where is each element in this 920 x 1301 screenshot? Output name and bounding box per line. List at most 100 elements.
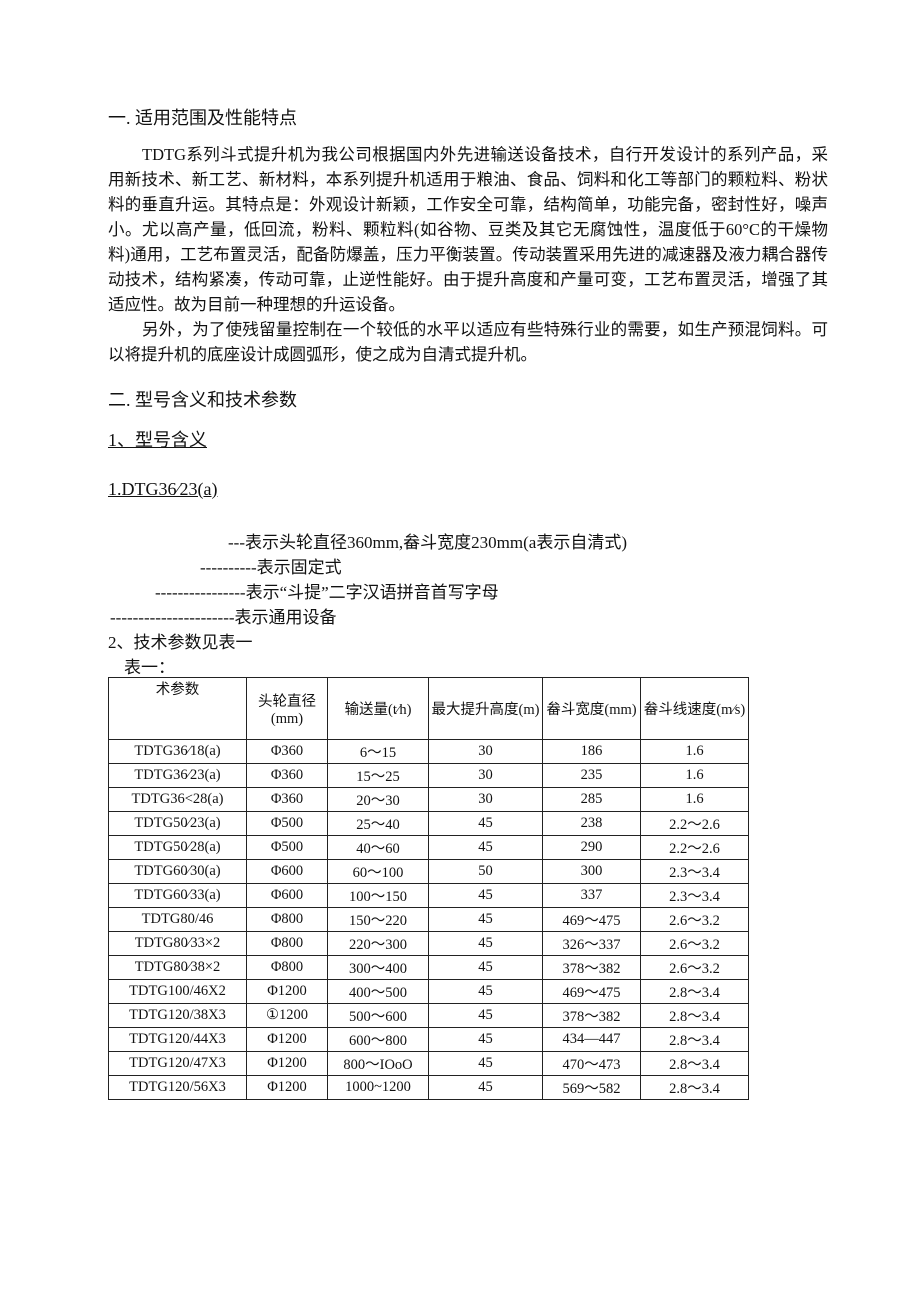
column-header: 畚斗宽度(mm) — [542, 677, 641, 740]
table-cell: TDTG80⁄33×2 — [108, 931, 247, 956]
table-cell: 800～IOoO — [327, 1051, 429, 1076]
column-header: 输送量(t⁄h) — [327, 677, 429, 740]
table-cell: 1.6 — [640, 763, 749, 788]
table-cell: 45 — [428, 1051, 543, 1076]
table-cell: 30 — [428, 787, 543, 812]
table-cell: 285 — [542, 787, 641, 812]
table-cell: 2.3～3.4 — [640, 883, 749, 908]
table-cell: Φ800 — [246, 931, 328, 956]
table-cell: 300～400 — [327, 955, 429, 980]
table-cell: 569～582 — [542, 1075, 641, 1100]
table-cell: 186 — [542, 739, 641, 764]
table-row: TDTG120/56X3 Φ1200 1000~1200 45 569～582 2.8～3… — [108, 1075, 749, 1100]
table-cell: Φ360 — [246, 739, 328, 764]
table-cell: 15～25 — [327, 763, 429, 788]
parameters-table: 术参数 头轮直径(mm) 输送量(t⁄h) 最大提升高度(m) 畚斗宽度(mm) 畚斗线速… — [108, 677, 749, 1100]
table-cell: 469～475 — [542, 979, 641, 1004]
section1-heading: 一. 适用范围及性能特点 — [108, 108, 297, 128]
column-header: 最大提升高度(m) — [428, 677, 543, 740]
table-cell: 500～600 — [327, 1003, 429, 1028]
table-row: TDTG120/47X3 Φ1200 800～IOoO 45 470～473 2.8～3.… — [108, 1051, 749, 1076]
table-cell: TDTG120/38X3 — [108, 1003, 247, 1028]
table-row: TDTG80⁄33×2 Φ800 220～300 45 326～337 2.6～3.2 — [108, 931, 749, 956]
table-cell: 45 — [428, 955, 543, 980]
table-cell: 2.6～3.2 — [640, 907, 749, 932]
table-row: TDTG60⁄30(a) Φ600 60～100 50 300 2.3～3.4 — [108, 859, 749, 884]
table-cell: Φ360 — [246, 763, 328, 788]
table-row: TDTG100/46X2 Φ1200 400～500 45 469～475 2.8～3.4 — [108, 979, 749, 1004]
paragraph: 另外，为了使残留量控制在一个较低的水平以适应有些特殊行业的需要，如生产预混饲料。… — [108, 320, 828, 364]
table-cell: TDTG120/47X3 — [108, 1051, 247, 1076]
table-cell: 45 — [428, 883, 543, 908]
table-cell: 290 — [542, 835, 641, 860]
table-cell: TDTG60⁄30(a) — [108, 859, 247, 884]
column-header: 畚斗线速度(m⁄s) — [640, 677, 749, 740]
table-cell: 2.8～3.4 — [640, 1075, 749, 1100]
table-cell: 2.3～3.4 — [640, 859, 749, 884]
table-cell: 2.8～3.4 — [640, 979, 749, 1004]
table-cell: Φ600 — [246, 859, 328, 884]
table-cell: 1.6 — [640, 787, 749, 812]
table-row: TDTG36⁄23(a) Φ360 15～25 30 235 1.6 — [108, 763, 749, 788]
table-cell: TDTG60⁄33(a) — [108, 883, 247, 908]
legend-line: ----------------表示“斗提”二字汉语拼音首写字母 — [155, 583, 499, 602]
table-row: TDTG80/46 Φ800 150～220 45 469～475 2.6～3.2 — [108, 907, 749, 932]
table-cell: 45 — [428, 907, 543, 932]
table-cell: 2.2～2.6 — [640, 835, 749, 860]
table-cell: Φ500 — [246, 835, 328, 860]
table-cell: TDTG36<28(a) — [108, 787, 247, 812]
table-cell: Φ500 — [246, 811, 328, 836]
table-cell: 45 — [428, 931, 543, 956]
table-row: TDTG60⁄33(a) Φ600 100～150 45 337 2.3～3.4 — [108, 883, 749, 908]
table-cell: 300 — [542, 859, 641, 884]
table-cell: Φ1200 — [246, 1027, 328, 1052]
legend-line: ----------------------表示通用设备 — [110, 608, 337, 627]
table-cell: 2.8～3.4 — [640, 1003, 749, 1028]
table-cell: 235 — [542, 763, 641, 788]
table-row: TDTG80⁄38×2 Φ800 300～400 45 378～382 2.6～3.2 — [108, 955, 749, 980]
table-cell: TDTG50⁄28(a) — [108, 835, 247, 860]
table-cell: Φ800 — [246, 907, 328, 932]
table-cell: 1.6 — [640, 739, 749, 764]
table-cell: TDTG120/44X3 — [108, 1027, 247, 1052]
table-row: TDTG120/44X3 Φ1200 600～800 45 434—447 2.8～3.4 — [108, 1027, 749, 1052]
table-cell: 400～500 — [327, 979, 429, 1004]
table-cell: TDTG80⁄38×2 — [108, 955, 247, 980]
table-cell: 20～30 — [327, 787, 429, 812]
table-cell: TDTG50⁄23(a) — [108, 811, 247, 836]
table-cell: 1000~1200 — [327, 1075, 429, 1100]
paragraph: TDTG系列斗式提升机为我公司根据国内外先进输送设备技术，自行开发设计的系列产品… — [108, 145, 828, 314]
table-cell: 100～150 — [327, 883, 429, 908]
table-row: TDTG50⁄28(a) Φ500 40～60 45 290 2.2～2.6 — [108, 835, 749, 860]
table-cell: 150～220 — [327, 907, 429, 932]
table-cell: 45 — [428, 1027, 543, 1052]
table-caption: 表一： — [124, 658, 175, 677]
table-cell: 25～40 — [327, 811, 429, 836]
table-cell: TDTG120/56X3 — [108, 1075, 247, 1100]
table-cell: Φ1200 — [246, 1075, 328, 1100]
table-cell: 220～300 — [327, 931, 429, 956]
table-cell: 45 — [428, 835, 543, 860]
table-cell: 2.6～3.2 — [640, 955, 749, 980]
table-cell: 60～100 — [327, 859, 429, 884]
column-header: 术参数 — [108, 677, 247, 740]
table-cell: 50 — [428, 859, 543, 884]
table-cell: Φ360 — [246, 787, 328, 812]
model-code: 1.DTG36⁄23(a) — [108, 479, 218, 499]
table-header-row: 术参数 头轮直径(mm) 输送量(t⁄h) 最大提升高度(m) 畚斗宽度(mm) 畚斗线速… — [108, 677, 749, 740]
table-cell: 45 — [428, 811, 543, 836]
table-cell: TDTG36⁄18(a) — [108, 739, 247, 764]
table-cell: TDTG100/46X2 — [108, 979, 247, 1004]
table-row: TDTG120/38X3 ①1200 500～600 45 378～382 2.8～3.4 — [108, 1003, 749, 1028]
table-cell: TDTG36⁄23(a) — [108, 763, 247, 788]
table-cell: 238 — [542, 811, 641, 836]
subheading-model: 1、型号含义 — [108, 430, 207, 450]
subheading-params: 2、技术参数见表一 — [108, 633, 253, 652]
table-cell: TDTG80/46 — [108, 907, 247, 932]
table-cell: 40～60 — [327, 835, 429, 860]
table-cell: 45 — [428, 1075, 543, 1100]
table-cell: Φ600 — [246, 883, 328, 908]
table-cell: 45 — [428, 1003, 543, 1028]
column-header: 头轮直径(mm) — [246, 677, 328, 740]
